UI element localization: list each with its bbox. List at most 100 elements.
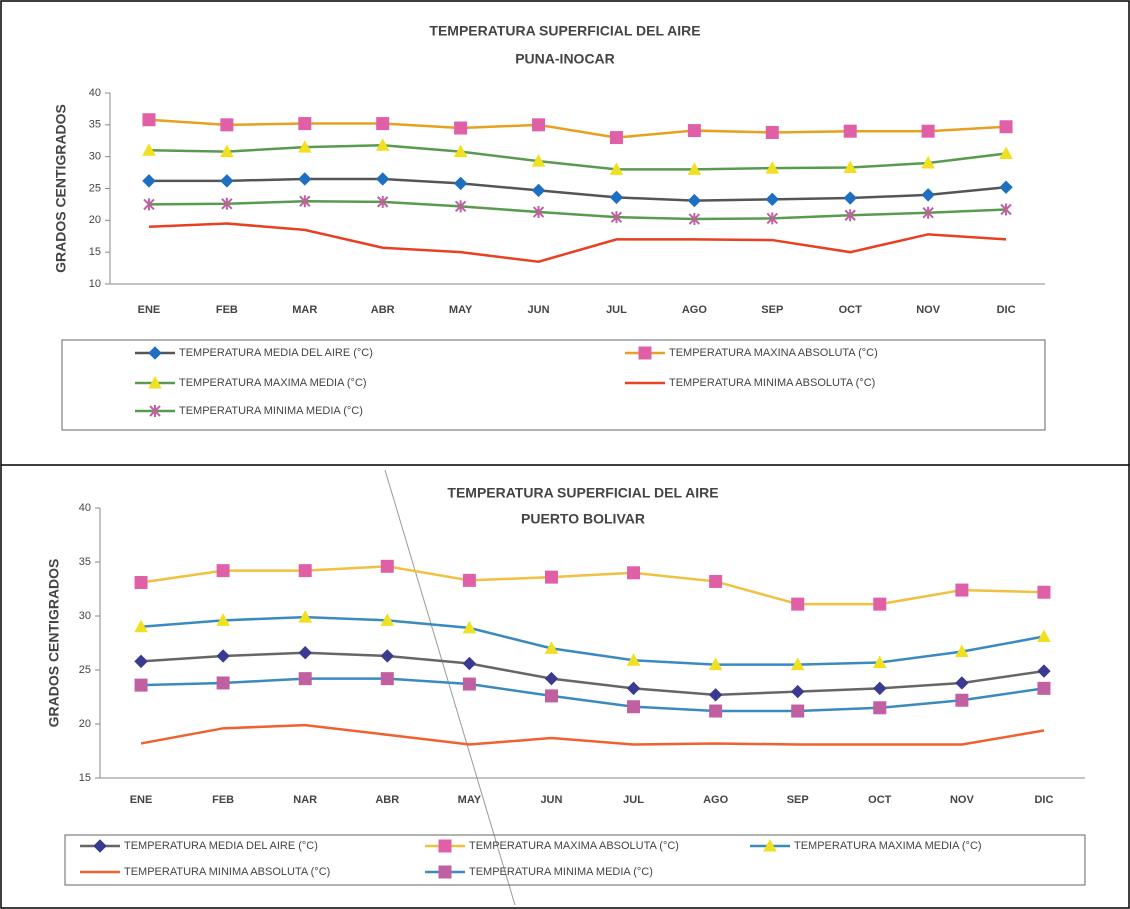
marker [220, 174, 234, 188]
marker [380, 649, 394, 663]
marker [220, 144, 234, 158]
marker [438, 839, 452, 853]
marker [376, 117, 390, 131]
marker [763, 838, 777, 852]
series-line [140, 565, 1044, 606]
marker [134, 654, 148, 669]
x-tick-label: JUN [540, 794, 562, 806]
x-tick-label: FEB [216, 304, 238, 316]
marker [462, 620, 477, 634]
marker [765, 192, 779, 207]
marker [438, 865, 452, 879]
marker [134, 678, 148, 692]
marker [216, 564, 230, 578]
marker [843, 160, 858, 173]
marker [375, 138, 390, 151]
marker [454, 200, 467, 213]
x-tick-label: MAY [449, 304, 473, 316]
marker [955, 676, 969, 690]
marker [380, 559, 394, 573]
marker [921, 124, 935, 138]
marker [791, 704, 805, 718]
series-line [148, 199, 1007, 221]
legend-label: TEMPERATURA MINIMA MEDIA (°C) [179, 405, 363, 417]
marker [544, 641, 559, 654]
marker [955, 644, 969, 658]
marker [544, 570, 558, 584]
marker [791, 684, 805, 699]
legend-box [64, 834, 1086, 886]
marker [149, 405, 161, 417]
x-tick-label: ENE [138, 304, 161, 316]
marker [638, 346, 652, 360]
x-tick-label: NAR [293, 794, 317, 806]
marker [143, 198, 155, 211]
x-tick-label: OCT [868, 794, 892, 806]
marker [298, 564, 312, 578]
y-tick-label: 10 [89, 278, 101, 290]
marker [380, 613, 395, 626]
marker [462, 573, 476, 587]
marker [999, 180, 1013, 194]
y-tick-label: 35 [89, 119, 101, 131]
chart-title: TEMPERATURA SUPERFICIAL DEL AIRE [429, 23, 700, 39]
marker [532, 206, 545, 219]
legend-label: TEMPERATURA MINIMA MEDIA (°C) [469, 866, 653, 878]
x-tick-label: ABR [375, 794, 399, 806]
marker [843, 191, 857, 205]
y-tick-label: 30 [89, 151, 101, 163]
scan-line [384, 469, 516, 906]
marker [142, 113, 156, 127]
x-tick-label: JUL [623, 794, 644, 806]
marker [216, 676, 230, 690]
series-line [148, 118, 1007, 139]
marker [1037, 629, 1051, 643]
marker [609, 131, 623, 145]
marker [609, 162, 624, 175]
marker [298, 117, 312, 131]
marker [999, 146, 1013, 159]
y-axis-label: GRADOS CENTIGRADOS [46, 559, 62, 728]
marker [765, 161, 780, 174]
marker [709, 704, 723, 718]
marker [297, 140, 312, 153]
legend-label: TEMPERATURA MAXINA ABSOLUTA (°C) [669, 347, 878, 359]
marker [453, 176, 468, 191]
y-tick-label: 25 [79, 664, 91, 676]
marker [609, 190, 624, 205]
marker [790, 657, 805, 671]
marker [1037, 585, 1051, 599]
x-tick-label: FEB [212, 794, 234, 806]
chart-subtitle: PUERTO BOLIVAR [521, 511, 645, 527]
series-line [148, 222, 1007, 263]
marker [531, 154, 546, 167]
legend-label: TEMPERATURA MAXIMA ABSOLUTA (°C) [469, 840, 679, 852]
marker [922, 206, 934, 219]
y-tick-label: 25 [89, 182, 101, 194]
marker [298, 610, 313, 623]
marker [921, 155, 935, 169]
marker [462, 656, 477, 671]
marker [688, 213, 701, 226]
marker [544, 689, 558, 703]
y-tick-label: 20 [79, 718, 91, 730]
x-tick-label: JUN [528, 304, 550, 316]
series-line [148, 177, 1007, 202]
marker [376, 172, 390, 186]
chart-subtitle: PUNA-INOCAR [515, 51, 615, 67]
y-tick-label: 15 [79, 772, 91, 784]
marker [687, 193, 702, 208]
series-line [148, 143, 1007, 171]
marker [687, 162, 702, 175]
marker [216, 613, 230, 626]
marker [462, 677, 476, 691]
x-tick-label: MAR [292, 304, 317, 316]
marker [844, 209, 856, 222]
legend-label: TEMPERATURA MINIMA ABSOLUTA (°C) [124, 866, 330, 878]
x-tick-label: SEP [761, 304, 783, 316]
legend-box [61, 339, 1046, 431]
marker [216, 649, 230, 663]
marker [610, 211, 623, 224]
marker [626, 653, 641, 666]
